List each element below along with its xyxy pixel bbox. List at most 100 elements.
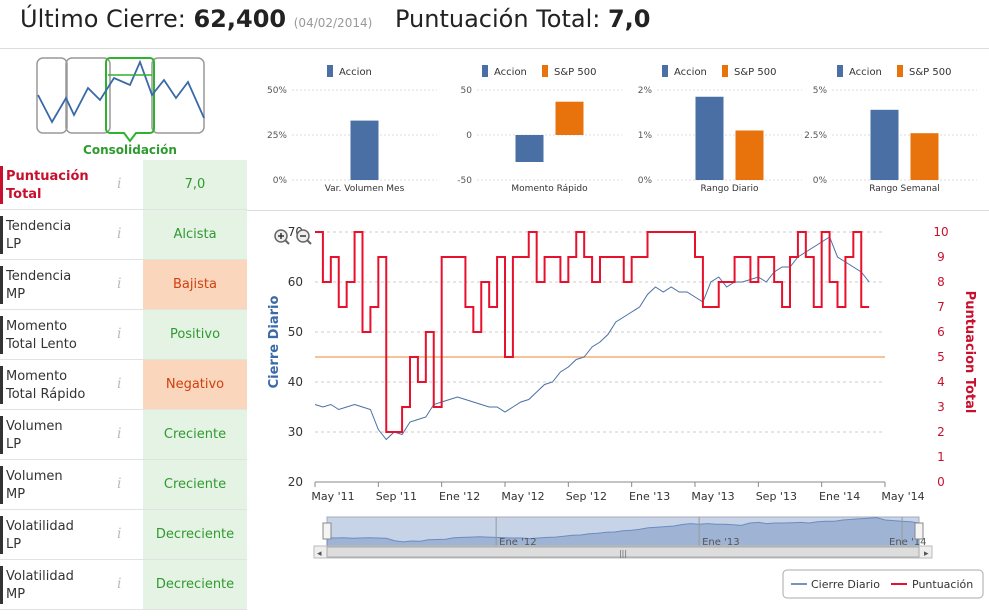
info-icon[interactable]: i <box>117 226 122 242</box>
bar[interactable] <box>515 135 544 162</box>
comparison-bar-charts: Accion 0% 25% 50% Var. Volumen Mes Accion S&P … <box>247 50 989 211</box>
close-price-line <box>314 236 870 441</box>
row-label-line1: Volatilidad <box>6 569 74 584</box>
x-tick-label: May '11 <box>311 490 354 503</box>
y-left-tick-label: 20 <box>288 475 303 489</box>
row-label-line2: LP <box>6 437 22 452</box>
y-tick-label: 2% <box>638 86 653 96</box>
score-row[interactable]: Tendencia MP i Bajista <box>0 260 247 310</box>
legend-label: Accion <box>849 67 882 78</box>
row-label-line1: Tendencia <box>6 269 72 284</box>
info-icon[interactable]: i <box>117 426 122 442</box>
row-marker <box>0 516 3 554</box>
legend-label: S&P 500 <box>909 67 951 78</box>
row-label-line2: MP <box>6 587 26 602</box>
y-right-tick-label: 8 <box>937 275 945 289</box>
y-right-tick-label: 10 <box>933 225 948 239</box>
navigator-left-handle[interactable] <box>322 522 332 540</box>
row-value: Bajista <box>143 260 247 309</box>
score-row[interactable]: Tendencia LP i Alcista <box>0 210 247 260</box>
x-tick-label: May '14 <box>881 490 924 503</box>
bar-chart-1: Accion 0% 25% 50% Var. Volumen Mes <box>267 65 437 194</box>
info-icon[interactable]: i <box>117 576 122 592</box>
y-right-tick-label: 5 <box>937 350 945 364</box>
scrollbar-thumb[interactable] <box>326 546 920 558</box>
row-label-line1: Momento <box>6 319 68 334</box>
row-value: Negativo <box>143 360 247 409</box>
y-right-tick-label: 3 <box>937 400 945 414</box>
row-value: 7,0 <box>143 160 247 209</box>
bar[interactable] <box>870 109 899 180</box>
score-row[interactable]: Volatilidad LP i Decreciente <box>0 510 247 560</box>
navigator-label: Ene '14 <box>889 537 926 548</box>
chart-legend[interactable]: Cierre Diario Puntuación <box>782 569 984 599</box>
row-label-line2: Total <box>6 187 42 202</box>
score-row[interactable]: Momento Total Rápido i Negativo <box>0 360 247 410</box>
score-row[interactable]: Volumen LP i Creciente <box>0 410 247 460</box>
consolidation-pattern-icon: Consolidación <box>36 57 205 157</box>
bar-chart-2: Accion S&P 500 -50 0 50 Momento Rápido <box>457 65 622 194</box>
info-icon[interactable]: i <box>117 526 122 542</box>
score-row[interactable]: Puntuación Total i 7,0 <box>0 160 247 210</box>
bar[interactable] <box>350 120 379 180</box>
row-value: Decreciente <box>143 560 247 609</box>
range-navigator[interactable]: Ene '12 Ene '13 Ene '14 <box>322 516 926 548</box>
row-label-line1: Momento <box>6 369 68 384</box>
y-left-tick-label: 60 <box>288 275 303 289</box>
y-right-tick-label: 2 <box>937 425 945 439</box>
zoom-in-icon[interactable] <box>274 229 290 245</box>
x-tick-label: May '13 <box>691 490 734 503</box>
bar[interactable] <box>910 133 939 180</box>
row-marker <box>0 166 3 204</box>
legend-box <box>782 569 984 599</box>
legend-label: S&P 500 <box>734 67 776 78</box>
x-tick-label: Ene '14 <box>819 490 860 503</box>
legend-swatch <box>482 65 488 77</box>
x-tick-label: Sep '11 <box>376 490 417 503</box>
score-row[interactable]: Momento Total Lento i Positivo <box>0 310 247 360</box>
x-tick-label: Sep '12 <box>566 490 607 503</box>
navigator-right-handle[interactable] <box>914 522 924 540</box>
row-label: Momento Total Lento <box>6 318 116 354</box>
info-icon[interactable]: i <box>117 326 122 342</box>
info-icon[interactable]: i <box>117 176 122 192</box>
x-tick-label: Ene '13 <box>629 490 670 503</box>
info-icon[interactable]: i <box>117 476 122 492</box>
y-tick-label: 5% <box>813 86 828 96</box>
y-right-tick-label: 9 <box>937 250 945 264</box>
category-label: Momento Rápido <box>511 184 588 194</box>
row-label-line1: Volumen <box>6 419 63 434</box>
row-label: Volumen MP <box>6 468 116 504</box>
main-chart: 20 30 40 50 60 70 0 1 2 3 4 5 6 7 8 9 10 May '11 Sep '11 En… <box>247 212 989 612</box>
y-right-tick-label: 0 <box>937 475 945 489</box>
bar[interactable] <box>735 130 764 181</box>
navigator-series <box>326 517 920 548</box>
row-marker <box>0 466 3 504</box>
row-label: Volumen LP <box>6 418 116 454</box>
legend-swatch <box>542 65 548 77</box>
category-label: Rango Semanal <box>869 184 940 194</box>
y-tick-label: 50 <box>461 86 473 96</box>
navigator-label: Ene '13 <box>702 537 739 548</box>
legend-swatch <box>327 65 333 77</box>
total-score: Puntuación Total: 7,0 <box>395 5 650 33</box>
row-value: Creciente <box>143 410 247 459</box>
y-tick-label: 0 <box>466 131 472 141</box>
legend-swatch <box>837 65 843 77</box>
bar[interactable] <box>555 101 584 135</box>
bar[interactable] <box>695 96 724 180</box>
info-icon[interactable]: i <box>117 376 122 392</box>
score-row[interactable]: Volumen MP i Creciente <box>0 460 247 510</box>
row-value: Creciente <box>143 460 247 509</box>
row-label-line2: Total Lento <box>6 337 77 352</box>
row-value: Alcista <box>143 210 247 259</box>
score-row[interactable]: Volatilidad MP i Decreciente <box>0 560 247 610</box>
info-icon[interactable]: i <box>117 276 122 292</box>
legend-label-score: Puntuación <box>912 578 973 591</box>
pattern-thumbnail[interactable]: Consolidación <box>0 50 247 160</box>
row-label-line2: MP <box>6 487 26 502</box>
zoom-out-icon[interactable] <box>296 229 312 245</box>
scrollbar-grip: ||| <box>619 549 627 558</box>
bar-chart-3: Accion S&P 500 0% 1% 2% Rango Diario <box>638 65 802 194</box>
header: Último Cierre: 62,400 (04/02/2014) Puntu… <box>0 0 989 49</box>
